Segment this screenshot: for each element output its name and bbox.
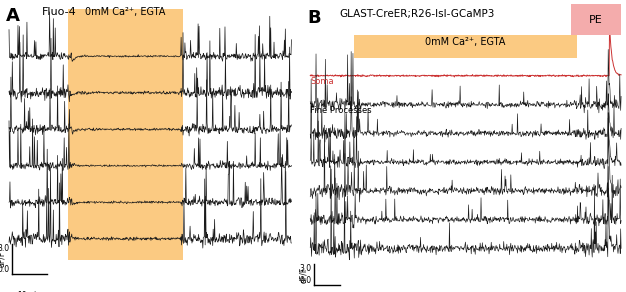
Text: GLAST-CreER;R26-lsl-GCaMP3: GLAST-CreER;R26-lsl-GCaMP3 <box>339 9 495 19</box>
Text: dF/F: dF/F <box>0 251 6 267</box>
Text: 3.0: 3.0 <box>0 244 9 253</box>
Text: dF/F: dF/F <box>299 266 308 283</box>
Text: 0mM Ca²⁺, EGTA: 0mM Ca²⁺, EGTA <box>85 7 165 17</box>
Bar <box>354 35 577 58</box>
Text: 0.0: 0.0 <box>299 276 312 285</box>
Text: Fine Processes: Fine Processes <box>310 106 372 115</box>
Text: 3.0: 3.0 <box>299 264 312 273</box>
Text: A: A <box>6 7 20 25</box>
Text: Fluo-4: Fluo-4 <box>42 7 77 17</box>
Text: PE: PE <box>589 15 603 25</box>
Text: 0.0: 0.0 <box>0 265 9 274</box>
Text: 0mM Ca²⁺, EGTA: 0mM Ca²⁺, EGTA <box>426 36 506 46</box>
Text: 10min: 10min <box>18 291 41 292</box>
Text: B: B <box>307 9 321 27</box>
Bar <box>68 9 183 260</box>
Text: Soma: Soma <box>310 77 334 86</box>
Bar <box>571 4 621 35</box>
